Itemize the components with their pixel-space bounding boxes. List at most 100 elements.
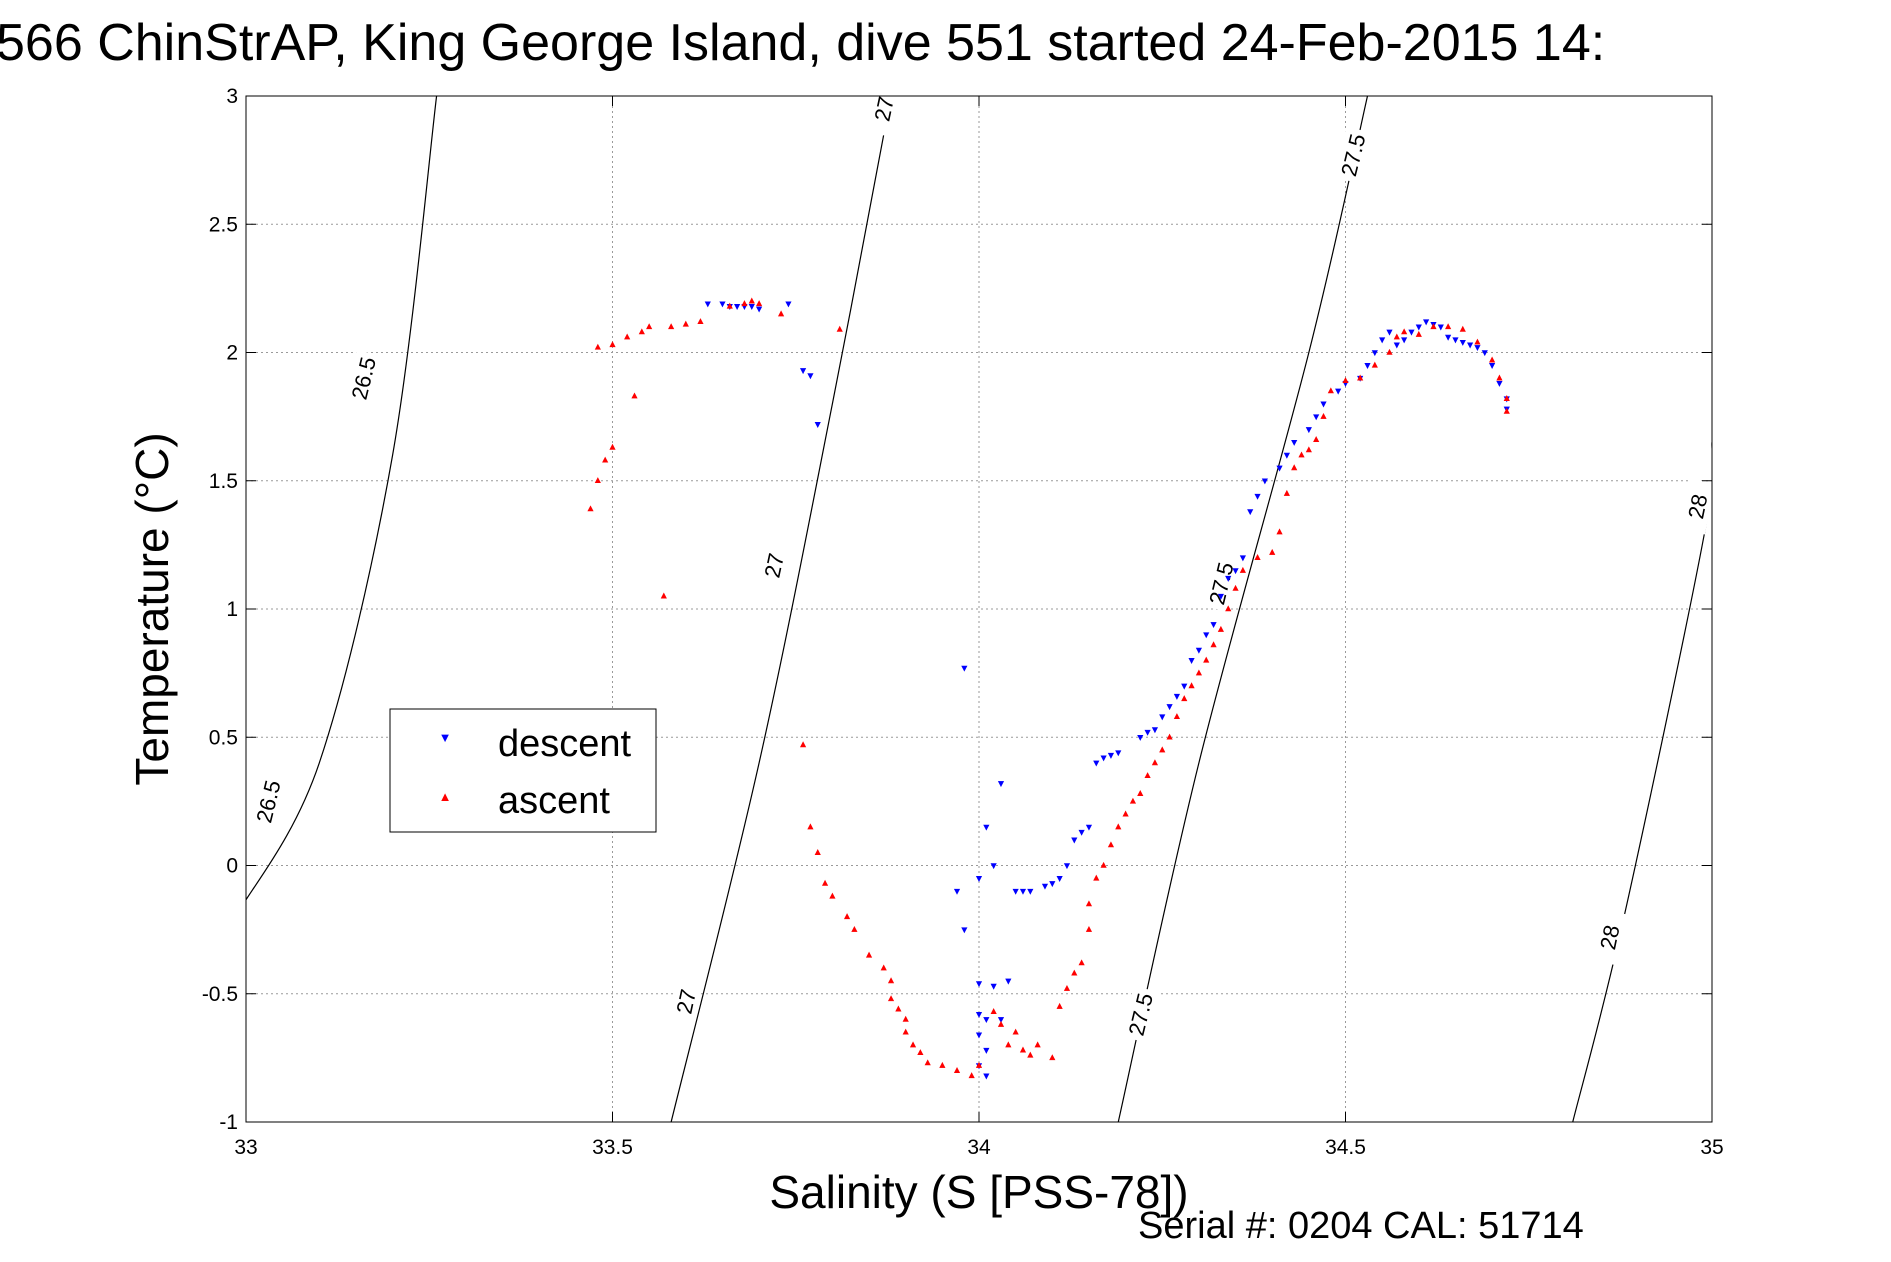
descent-point [1173, 693, 1181, 700]
chart-title: 566 ChinStrAP, King George Island, dive … [0, 14, 1605, 72]
ascent-point [594, 477, 601, 484]
ascent-point [1188, 682, 1195, 689]
contour-label-bg [865, 80, 902, 137]
ascent-point [1320, 412, 1327, 419]
ascent-point [609, 341, 616, 348]
ascent-point [1327, 387, 1334, 394]
ascent-point [1357, 374, 1364, 381]
ascent-point [1489, 356, 1496, 363]
descent-point [983, 1017, 990, 1024]
ascent-point [1027, 1051, 1034, 1058]
descent-point [1056, 876, 1063, 882]
y-tick-label: 0 [226, 855, 238, 878]
ascent-point [1393, 333, 1400, 340]
contour-label-bg [667, 973, 704, 1030]
ascent-point [756, 300, 763, 307]
legend-descent-marker: ▼ [439, 730, 452, 745]
ascent-point [777, 310, 785, 317]
descent-point [1166, 704, 1173, 711]
x-tick-label: 34.5 [1325, 1136, 1366, 1159]
y-tick-label: 1 [226, 598, 238, 621]
ascent-point [975, 1061, 983, 1068]
ascent-point [902, 1015, 909, 1022]
descent-point [1320, 401, 1327, 408]
legend-descent-label: descent [498, 723, 632, 765]
descent-point [1217, 593, 1224, 600]
legend-ascent-marker: ▲ [439, 789, 452, 804]
ascent-point [587, 505, 594, 512]
ascent-point [902, 1028, 909, 1035]
descent-point [1093, 760, 1100, 767]
x-tick-label: 34 [967, 1136, 991, 1159]
ascent-point [1298, 451, 1305, 458]
grid [246, 96, 1712, 1122]
descent-point [953, 888, 961, 895]
contour-label-bg [1334, 126, 1372, 184]
ascent-point [1049, 1054, 1056, 1061]
ascent-point [1056, 1002, 1063, 1009]
descent-point [1137, 734, 1144, 741]
y-tick-label: 0.5 [209, 726, 238, 749]
descent-point [1335, 388, 1342, 395]
y-tick-label: 2 [226, 342, 238, 365]
ascent-point [682, 320, 689, 327]
ascent-point [1305, 446, 1312, 453]
descent-point [814, 422, 821, 428]
ascent-point [1129, 797, 1137, 804]
ascent-point [1430, 323, 1437, 330]
ascent-point [990, 1008, 997, 1015]
ascent-point [917, 1049, 924, 1056]
descent-point [983, 1047, 990, 1054]
ascent-point [1503, 395, 1510, 401]
descent-point [1203, 632, 1210, 639]
descent-point [1489, 363, 1496, 369]
x-tick-label: 35 [1700, 1136, 1723, 1159]
legend-ascent-label: ascent [498, 780, 610, 822]
ascent-point [1503, 407, 1510, 414]
descent-point [1364, 363, 1371, 369]
descent-point [1107, 752, 1115, 759]
ascent-point [1159, 746, 1166, 753]
ascent-point [843, 913, 851, 920]
ascent-point [968, 1072, 975, 1079]
ascent-point [609, 443, 616, 450]
descent-point [1452, 337, 1459, 344]
ascent-point [1173, 713, 1181, 720]
ascent-point [638, 328, 645, 335]
ascent-point [1401, 328, 1408, 335]
descent-point [1474, 345, 1481, 352]
ascent-point [1019, 1046, 1027, 1053]
descent-point [1005, 978, 1012, 985]
ascent-point [909, 1041, 917, 1048]
descent-point [1115, 750, 1122, 757]
ascent-point [829, 892, 836, 899]
ascent-point [697, 318, 704, 325]
x-tick-label: 33.5 [592, 1136, 633, 1159]
ascent-point [924, 1059, 931, 1066]
ascent-point [1195, 669, 1202, 676]
descent-point [1195, 647, 1202, 654]
ascent-point [1093, 874, 1100, 881]
ascent-point [1232, 584, 1239, 591]
descent-point [997, 781, 1005, 788]
ascent-point [741, 300, 748, 307]
ascent-point [1005, 1041, 1012, 1048]
ascent-point [1313, 436, 1320, 443]
descent-point [1291, 439, 1298, 446]
descent-point [1225, 575, 1232, 582]
legend-box [389, 708, 657, 833]
contour-label: 27 [759, 551, 789, 580]
descent-point [807, 373, 814, 380]
ascent-point [1415, 330, 1422, 337]
ascent-point [887, 995, 895, 1002]
ascent-point [939, 1061, 946, 1068]
descent-point [1379, 337, 1386, 344]
contour-label: 27 [869, 94, 899, 123]
descent-point [799, 368, 807, 375]
descent-point [1144, 729, 1151, 736]
x-axis-label: Salinity (S [PSS-78]) [769, 1166, 1188, 1218]
ascent-point [1181, 695, 1188, 702]
descent-point [1151, 727, 1159, 734]
descent-point [785, 301, 792, 308]
descent-point [961, 927, 968, 934]
